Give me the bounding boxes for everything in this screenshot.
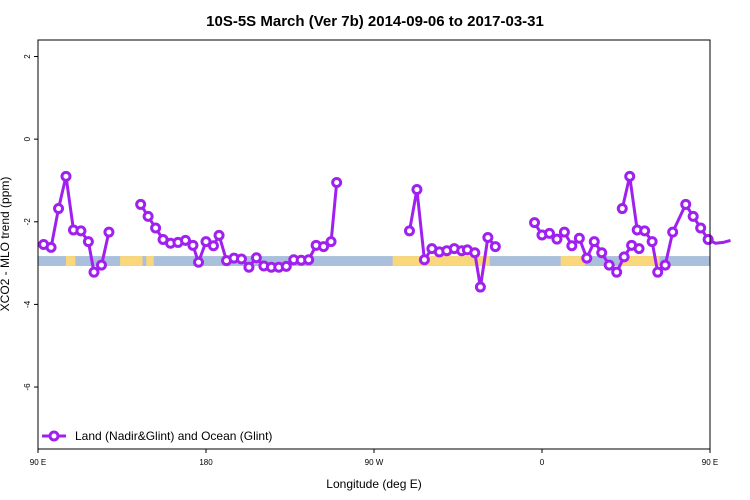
data-point <box>573 232 585 244</box>
data-point <box>82 236 94 248</box>
data-point <box>243 261 255 273</box>
data-point <box>88 266 100 278</box>
land-band-segment <box>392 256 490 266</box>
data-point <box>558 226 570 238</box>
data-point <box>659 259 671 271</box>
y-tick-label: -2 <box>23 218 32 226</box>
data-point <box>142 210 154 222</box>
data-point <box>150 222 162 234</box>
land-band-segment <box>560 256 585 266</box>
data-point <box>418 254 430 266</box>
data-point <box>543 227 555 239</box>
x-tick-label: 90 E <box>702 458 718 467</box>
data-point <box>687 210 699 222</box>
surface-type-band <box>38 256 710 266</box>
y-axis-ticks: 2 0 -2 -4 -6 <box>23 54 38 391</box>
data-point <box>680 198 692 210</box>
x-axis-ticks: 90 E 180 90 W 0 90 E <box>30 449 718 467</box>
data-point <box>325 236 337 248</box>
data-point <box>529 217 541 229</box>
data-point <box>213 229 225 241</box>
data-point <box>193 256 205 268</box>
data-point <box>331 177 343 189</box>
data-point <box>652 266 664 278</box>
data-point <box>179 234 191 246</box>
data-point <box>187 239 199 251</box>
data-point <box>53 203 65 215</box>
land-band-segment <box>620 256 660 266</box>
data-point <box>588 236 600 248</box>
plot-frame <box>37 39 711 450</box>
y-tick-label: -4 <box>23 300 32 308</box>
data-point <box>596 247 608 259</box>
land-band-segment <box>146 256 154 266</box>
data-point <box>103 226 115 238</box>
data-point <box>667 226 679 238</box>
data-point <box>403 225 415 237</box>
data-point <box>551 233 563 245</box>
data-point <box>633 243 645 255</box>
data-point <box>581 252 593 264</box>
data-point <box>489 241 501 253</box>
series-layer <box>38 170 731 293</box>
data-point <box>207 240 219 252</box>
land-band-segment <box>120 256 143 266</box>
data-point <box>624 170 636 182</box>
data-point <box>474 281 486 293</box>
data-point <box>318 241 330 253</box>
series-line <box>408 188 497 289</box>
legend-marker-swatch <box>48 430 60 442</box>
data-point <box>616 203 628 215</box>
ocean-band <box>38 256 710 266</box>
y-tick-label: 2 <box>23 54 32 59</box>
x-tick-label: 90 W <box>365 458 384 467</box>
data-point <box>618 251 630 263</box>
legend: Land (Nadir&Glint) and Ocean (Glint) <box>42 429 272 443</box>
x-axis-label: Longitude (deg E) <box>326 477 421 491</box>
data-point <box>603 259 615 271</box>
x-tick-label: 180 <box>199 458 213 467</box>
data-point <box>482 231 494 243</box>
data-point <box>235 253 247 265</box>
data-point <box>646 236 658 248</box>
data-point <box>702 234 714 246</box>
data-point <box>469 247 481 259</box>
data-point <box>95 259 107 271</box>
data-point <box>45 241 57 253</box>
y-tick-label: 0 <box>23 136 32 141</box>
data-point <box>250 252 262 264</box>
x-tick-label: 90 E <box>30 458 46 467</box>
data-point <box>60 170 72 182</box>
data-point <box>280 260 292 272</box>
x-tick-label: 0 <box>540 458 545 467</box>
y-axis-label: XCO2 - MLO trend (ppm) <box>0 177 12 312</box>
data-point <box>639 225 651 237</box>
y-tick-label: -6 <box>23 383 32 391</box>
data-point <box>611 266 623 278</box>
chart-title: 10S-5S March (Ver 7b) 2014-09-06 to 2017… <box>206 13 544 30</box>
data-point <box>303 254 315 266</box>
land-band-segment <box>66 256 76 266</box>
data-point <box>695 222 707 234</box>
data-point <box>566 240 578 252</box>
data-point <box>135 198 147 210</box>
legend-label: Land (Nadir&Glint) and Ocean (Glint) <box>75 429 272 443</box>
data-point <box>75 225 87 237</box>
data-point <box>411 184 423 196</box>
